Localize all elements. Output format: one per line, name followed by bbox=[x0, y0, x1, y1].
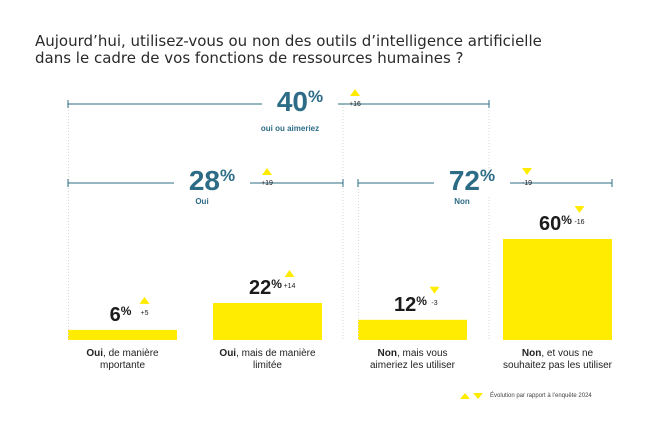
value-label-2: 22% bbox=[249, 277, 282, 299]
chart-title-line-1: Aujourd’hui, utilisez-vous ou non des ou… bbox=[35, 32, 542, 50]
group-label-2: Oui bbox=[195, 197, 208, 206]
group-change-arrow-3-icon bbox=[522, 168, 532, 175]
change-arrow-3-icon bbox=[429, 286, 440, 294]
change-label-2: +14 bbox=[284, 283, 296, 290]
value-label-4: 60% bbox=[539, 213, 572, 235]
bar-1 bbox=[68, 329, 177, 340]
group-value-bg-1 bbox=[262, 90, 338, 118]
legend-arrows-icon bbox=[460, 393, 483, 399]
value-label-1: 6% bbox=[110, 304, 132, 326]
value-label-3: 12% bbox=[394, 294, 427, 316]
group-value-2: 28% bbox=[189, 165, 235, 196]
group-value-3: 72% bbox=[449, 165, 495, 196]
change-arrow-2-icon bbox=[284, 269, 295, 277]
change-label-1: +5 bbox=[141, 310, 149, 317]
change-label-3: -3 bbox=[431, 300, 437, 307]
group-value-bg-3 bbox=[434, 169, 510, 197]
group-label-3: Non bbox=[454, 197, 470, 206]
bar-3 bbox=[358, 319, 467, 340]
group-change-label-1: +16 bbox=[349, 101, 361, 108]
category-label-4: Non, et vous ne souhaitez pas les utilise… bbox=[503, 348, 612, 371]
group-change-arrow-1-icon bbox=[350, 89, 360, 96]
group-change-arrow-2-icon bbox=[262, 168, 272, 175]
group-change-label-3: -19 bbox=[522, 180, 532, 187]
legend: Évolution par rapport à l’enquête 2024 bbox=[460, 392, 592, 400]
chart-title: Aujourd’hui, utilisez-vous ou non des ou… bbox=[35, 33, 595, 67]
change-arrow-4-icon bbox=[574, 206, 585, 214]
group-value-1: 40% bbox=[277, 86, 323, 117]
legend-text: Évolution par rapport à l’enquête 2024 bbox=[490, 393, 592, 399]
bar-4 bbox=[503, 239, 612, 340]
change-arrow-1-icon bbox=[139, 296, 150, 304]
category-label-2: Oui, mais de manière limitée bbox=[219, 348, 316, 371]
bar-2 bbox=[213, 302, 322, 340]
category-label-1: Oui, de manière mportante bbox=[86, 348, 159, 371]
category-label-3: Non, mais vous aimeriez les utiliser bbox=[369, 348, 456, 371]
change-label-4: -16 bbox=[574, 219, 584, 226]
chart-title-line-2: dans le cadre de vos fonctions de ressou… bbox=[35, 49, 464, 67]
group-label-1: oui ou aimeriez bbox=[261, 124, 319, 133]
group-change-label-2: +19 bbox=[261, 180, 273, 187]
group-value-bg-2 bbox=[174, 169, 250, 197]
